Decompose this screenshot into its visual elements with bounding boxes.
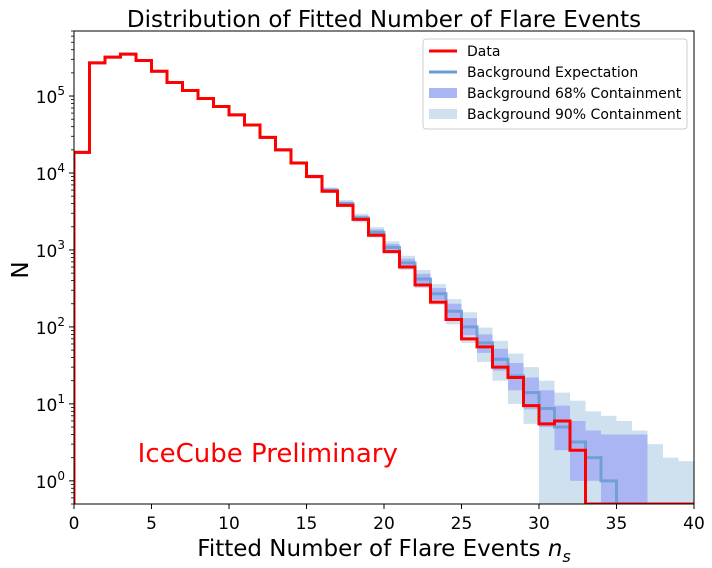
background-90-containment-bin (678, 461, 694, 504)
x-axis-label-text: Fitted Number of Flare Events (197, 536, 548, 562)
background-90-containment-bin (647, 444, 663, 504)
background-68-containment-bin (616, 434, 632, 504)
legend-swatch-background-90-containment (429, 109, 457, 119)
y-tick-label: 104 (36, 161, 65, 185)
y-axis-label: N (8, 261, 34, 278)
background-68-containment-bin (632, 434, 648, 504)
y-tick-label: 102 (36, 315, 65, 339)
legend-box (422, 38, 688, 130)
y-tick-label: 100 (36, 469, 65, 493)
x-tick-label: 20 (373, 514, 395, 534)
x-tick-label: 25 (451, 514, 473, 534)
x-tick-label: 5 (146, 514, 157, 534)
x-tick-label: 0 (69, 514, 80, 534)
icecube-preliminary-annotation: IceCube Preliminary (138, 439, 398, 469)
x-tick-label: 10 (218, 514, 240, 534)
axes: 0 5 10 15 20 25 30 35 40 100 101 102 103 104 105 (36, 30, 705, 534)
x-axis-label: Fitted Number of Flare Events ns (197, 536, 570, 566)
legend-label-background-90-containment: Background 90% Containment (467, 107, 682, 123)
y-tick-label: 105 (36, 84, 65, 108)
data-line (74, 52, 694, 504)
legend-swatch-background-68-containment (429, 88, 457, 98)
background-90-containment-bin (663, 457, 679, 504)
legend: Data Background Expectation Background 68%… (422, 38, 688, 130)
x-axis-label-symbol: n (548, 536, 563, 562)
legend-label-background-68-containment: Background 68% Containment (467, 86, 682, 102)
x-tick-label: 40 (683, 514, 705, 534)
background-68-containment-bin (585, 430, 601, 481)
x-tick-label: 15 (296, 514, 318, 534)
plot-area (74, 52, 694, 504)
legend-label-data: Data (467, 44, 500, 60)
background-68-containment-bin (601, 434, 617, 504)
y-tick-label: 101 (36, 392, 65, 416)
x-axis-label-subscript: s (562, 547, 570, 566)
x-tick-label: 35 (606, 514, 628, 534)
x-tick-label: 30 (528, 514, 550, 534)
legend-label-background-expectation: Background Expectation (467, 65, 638, 81)
chart-title: Distribution of Fitted Number of Flare E… (127, 7, 641, 33)
y-tick-label: 103 (36, 238, 65, 262)
